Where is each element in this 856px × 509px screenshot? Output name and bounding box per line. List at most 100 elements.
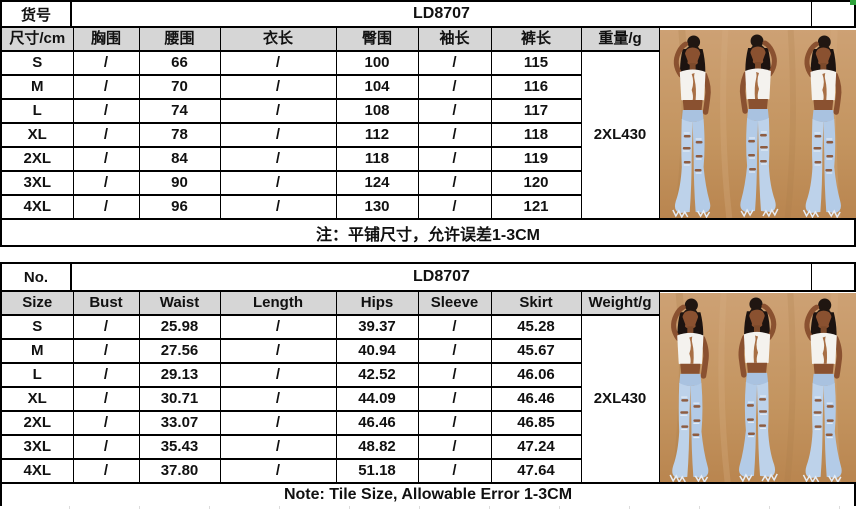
value-cell: 124 — [335, 170, 419, 196]
item-code-row-inch: No. LD8707 — [0, 262, 856, 290]
value-cell: / — [219, 194, 337, 220]
value-cell: / — [417, 314, 492, 340]
size-row-4xl: 4XL/37.80/51.18/47.64 — [0, 458, 856, 484]
value-cell: 25.98 — [138, 314, 221, 340]
value-cell: 70 — [138, 74, 221, 100]
value-cell: / — [219, 74, 337, 100]
value-cell: / — [72, 434, 140, 460]
size-label-cell: M — [0, 338, 74, 364]
size-row-3xl: 3XL/35.43/48.82/47.24 — [0, 434, 856, 460]
size-row-l: L/74/108/117 — [0, 98, 856, 124]
col-header-weight: Weight/g — [580, 290, 660, 316]
value-cell: / — [417, 146, 492, 172]
col-header-hips: 臀围 — [335, 26, 419, 52]
value-cell: 112 — [335, 122, 419, 148]
item-code-row-cm: 货号 LD8707 — [0, 0, 856, 26]
item-code-label-inch: No. — [2, 264, 72, 290]
value-cell: / — [219, 338, 337, 364]
value-cell: 78 — [138, 122, 221, 148]
value-cell: / — [72, 98, 140, 124]
value-cell: 45.28 — [490, 314, 582, 340]
value-cell: 104 — [335, 74, 419, 100]
value-cell: 130 — [335, 194, 419, 220]
value-cell: / — [72, 170, 140, 196]
weight-merged-cell: 2XL430 — [580, 314, 660, 484]
item-code-value-inch: LD8707 — [72, 264, 812, 290]
value-cell: 29.13 — [138, 362, 221, 388]
col-header-sleeve: 袖长 — [417, 26, 492, 52]
value-cell: 108 — [335, 98, 419, 124]
value-cell: / — [72, 50, 140, 76]
size-label-cell: 2XL — [0, 146, 74, 172]
size-label-cell: 4XL — [0, 194, 74, 220]
value-cell: / — [72, 386, 140, 412]
value-cell: / — [72, 74, 140, 100]
value-cell: / — [72, 194, 140, 220]
weight-merged-cell: 2XL430 — [580, 50, 660, 220]
value-cell: 37.80 — [138, 458, 221, 484]
size-table-inch: No. LD8707 Size Bust Waist Length Hips S… — [0, 262, 856, 508]
value-cell: / — [72, 338, 140, 364]
value-cell: / — [219, 50, 337, 76]
col-header-size: 尺寸/cm — [0, 26, 74, 52]
product-photo — [660, 30, 856, 218]
size-label-cell: S — [0, 314, 74, 340]
col-header-skirt: Skirt — [490, 290, 582, 316]
value-cell: / — [417, 458, 492, 484]
product-photo-cell — [658, 26, 856, 220]
value-cell: / — [72, 410, 140, 436]
value-cell: / — [417, 434, 492, 460]
empty-cell — [812, 2, 854, 26]
item-code-value-cm: LD8707 — [72, 2, 812, 26]
size-label-cell: M — [0, 74, 74, 100]
value-cell: 121 — [490, 194, 582, 220]
note-cm: 注：平铺尺寸，允许误差1-3CM — [0, 220, 856, 247]
value-cell: / — [417, 362, 492, 388]
size-row-xl: XL/78/112/118 — [0, 122, 856, 148]
size-row-xl: XL/30.71/44.09/46.46 — [0, 386, 856, 412]
value-cell: / — [417, 122, 492, 148]
size-row-l: L/29.13/42.52/46.06 — [0, 362, 856, 388]
size-label-cell: L — [0, 98, 74, 124]
value-cell: / — [72, 122, 140, 148]
size-label-cell: L — [0, 362, 74, 388]
value-cell: 46.85 — [490, 410, 582, 436]
value-cell: / — [72, 458, 140, 484]
product-photo — [659, 293, 856, 483]
value-cell: 74 — [138, 98, 221, 124]
col-header-bust: 胸围 — [72, 26, 140, 52]
value-cell: / — [219, 170, 337, 196]
value-cell: / — [417, 338, 492, 364]
value-cell: 46.46 — [490, 386, 582, 412]
size-row-m: M/70/104/116 — [0, 74, 856, 100]
value-cell: / — [417, 170, 492, 196]
value-cell: 39.37 — [335, 314, 419, 340]
col-header-weight: 重量/g — [580, 26, 660, 52]
selection-handle — [850, 0, 856, 5]
value-cell: 40.94 — [335, 338, 419, 364]
col-header-size: Size — [0, 290, 74, 316]
size-label-cell: XL — [0, 122, 74, 148]
empty-cell — [812, 264, 854, 290]
value-cell: 118 — [490, 122, 582, 148]
value-cell: / — [72, 362, 140, 388]
value-cell: 116 — [490, 74, 582, 100]
value-cell: 119 — [490, 146, 582, 172]
value-cell: / — [219, 362, 337, 388]
size-label-cell: XL — [0, 386, 74, 412]
value-cell: 35.43 — [138, 434, 221, 460]
value-cell: 45.67 — [490, 338, 582, 364]
size-row-s: S/66/100/115 2XL430 — [0, 50, 856, 220]
value-cell: 66 — [138, 50, 221, 76]
value-cell: 100 — [335, 50, 419, 76]
value-cell: / — [417, 98, 492, 124]
size-label-cell: 4XL — [0, 458, 74, 484]
col-header-waist: 腰围 — [138, 26, 221, 52]
size-label-cell: 3XL — [0, 434, 74, 460]
col-header-length: Length — [219, 290, 337, 316]
col-header-sleeve: Sleeve — [417, 290, 492, 316]
size-label-cell: 2XL — [0, 410, 74, 436]
spreadsheet-gridlines — [0, 506, 856, 509]
value-cell: 120 — [490, 170, 582, 196]
